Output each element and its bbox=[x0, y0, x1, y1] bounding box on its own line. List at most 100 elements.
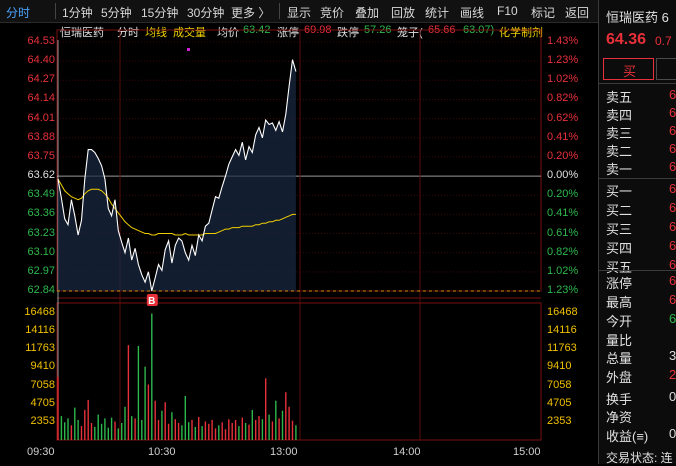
stat-row-label: 换手 bbox=[606, 392, 633, 407]
price-tick-label: 63.88 bbox=[27, 130, 55, 143]
time-tick-label: 13:00 bbox=[270, 446, 298, 458]
buy-marker-badge bbox=[146, 294, 158, 306]
trade-status: 交易状态: 连 bbox=[606, 451, 673, 465]
ask-row-label: 卖五 bbox=[606, 90, 633, 105]
price-tick-label: 63.75 bbox=[27, 149, 55, 162]
ask-row-value: 6 bbox=[669, 105, 676, 120]
percent-tick-label: 1.02% bbox=[547, 264, 579, 277]
percent-tick-label: 1.23% bbox=[547, 284, 579, 296]
bid-row-value: 6 bbox=[669, 257, 676, 272]
tab-5min[interactable]: 5分钟 bbox=[101, 6, 132, 20]
volume-tick-label: 9410 bbox=[30, 360, 55, 373]
price-tick-label: 63.49 bbox=[27, 188, 55, 201]
bid-row-value: 6 bbox=[669, 238, 676, 253]
percent-tick-label: 0.00% bbox=[547, 169, 579, 182]
price-area-fill bbox=[58, 59, 296, 292]
avg-price-line bbox=[57, 178, 296, 236]
percent-tick-label: 0.41% bbox=[547, 207, 579, 220]
price-tick-label: 64.01 bbox=[27, 111, 55, 124]
volume-tick-label: 7058 bbox=[30, 378, 55, 391]
price-tick-label: 64.53 bbox=[27, 35, 55, 47]
price-tick-label: 62.84 bbox=[27, 284, 55, 296]
toolbar-divider bbox=[279, 3, 280, 19]
price-tick-label: 64.40 bbox=[27, 54, 55, 67]
price-tick-label: 64.14 bbox=[27, 92, 55, 105]
bid-row-value: 6 bbox=[669, 181, 676, 196]
percent-tick-label: 0.41% bbox=[547, 130, 579, 143]
percent-tick-label: 0.20% bbox=[547, 188, 579, 201]
toolbar-divider bbox=[55, 3, 56, 19]
bid-row-label: 买一 bbox=[606, 184, 633, 199]
quote-title: 恒瑞医药 6 bbox=[606, 10, 669, 25]
bid-row-value: 6 bbox=[669, 200, 676, 215]
percent-tick-label: 0.62% bbox=[547, 111, 579, 124]
time-tick-label: 10:30 bbox=[148, 446, 176, 458]
tab-intraday[interactable]: 分时 bbox=[6, 6, 31, 20]
percent-tick-label: 1.43% bbox=[547, 35, 579, 47]
volume-tick-label: 11763 bbox=[25, 342, 55, 355]
tab-display[interactable]: 显示 bbox=[287, 6, 312, 20]
ask-row-label: 卖四 bbox=[606, 108, 633, 123]
ask-row-value: 6 bbox=[669, 123, 676, 138]
stat-row-label: 最高 bbox=[606, 295, 633, 310]
intraday-chart[interactable]: B bbox=[0, 0, 598, 464]
divider bbox=[599, 270, 676, 271]
tab-mark[interactable]: 标记 bbox=[531, 6, 556, 20]
ask-row-value: 6 bbox=[669, 159, 676, 174]
volume-tick-label: 7058 bbox=[547, 378, 572, 391]
tab-replay[interactable]: 回放 bbox=[391, 6, 416, 20]
stat-row-label: 涨停 bbox=[606, 276, 633, 291]
divider bbox=[599, 178, 676, 179]
stat-row-label: 收益(≡) bbox=[606, 429, 649, 444]
tab-1min[interactable]: 1分钟 bbox=[62, 6, 93, 20]
price-tick-label: 64.27 bbox=[27, 73, 55, 86]
percent-tick-label: 0.20% bbox=[547, 149, 579, 162]
tab-draw[interactable]: 画线 bbox=[460, 6, 485, 20]
buy-button-label: 买 bbox=[623, 64, 637, 79]
volume-tick-label: 16468 bbox=[24, 306, 55, 318]
time-tick-label: 09:30 bbox=[27, 446, 55, 458]
price-tick-label: 62.97 bbox=[27, 264, 55, 277]
stat-row-value: 0 bbox=[669, 389, 676, 404]
ask-row-value: 6 bbox=[669, 87, 676, 102]
stat-row-value: 6 bbox=[669, 311, 676, 326]
sell-button[interactable] bbox=[656, 58, 676, 80]
tab-f10[interactable]: F10 bbox=[497, 4, 518, 18]
tab-auction[interactable]: 竞价 bbox=[320, 6, 345, 20]
volume-tick-label: 2353 bbox=[30, 414, 55, 427]
price-tick-label: 63.23 bbox=[27, 226, 55, 239]
tab-30min[interactable]: 30分钟 bbox=[187, 6, 225, 20]
price-tick-label: 63.36 bbox=[27, 207, 55, 220]
percent-tick-label: 1.23% bbox=[547, 54, 579, 67]
volume-tick-label: 14116 bbox=[547, 324, 577, 337]
divider bbox=[599, 83, 676, 84]
percent-tick-label: 0.61% bbox=[547, 226, 579, 239]
buy-button[interactable]: 买 bbox=[603, 58, 654, 80]
price-tick-label: 63.62 bbox=[27, 169, 55, 182]
percent-tick-label: 0.82% bbox=[547, 245, 579, 258]
stat-row-value: 20 bbox=[669, 367, 676, 382]
stat-row-label: 今开 bbox=[606, 314, 633, 329]
stat-row-label: 外盘 bbox=[606, 370, 633, 385]
stat-row-label: 净资 bbox=[606, 410, 633, 425]
tab-back[interactable]: 返回 bbox=[565, 6, 590, 20]
time-tick-label: 14:00 bbox=[393, 446, 421, 458]
volume-tick-label: 4705 bbox=[30, 396, 55, 409]
tab-stats[interactable]: 统计 bbox=[425, 6, 450, 20]
volume-tick-label: 16468 bbox=[547, 306, 578, 318]
stat-row-value: 0 bbox=[669, 426, 676, 441]
tab-15min[interactable]: 15分钟 bbox=[141, 6, 179, 20]
top-toolbar: 分时 1分钟 5分钟 15分钟 30分钟 更多 〉 显示 竞价 叠加 回放 统计… bbox=[0, 0, 598, 23]
ask-row-label: 卖一 bbox=[606, 162, 633, 177]
volume-tick-label: 2353 bbox=[547, 414, 572, 427]
bid-row-label: 买二 bbox=[606, 203, 633, 218]
volume-tick-label: 11763 bbox=[547, 342, 577, 355]
time-tick-label: 15:00 bbox=[513, 446, 541, 458]
price-line bbox=[57, 59, 297, 292]
tab-more[interactable]: 更多 〉 bbox=[231, 6, 271, 20]
tab-overlay[interactable]: 叠加 bbox=[355, 6, 380, 20]
volume-tick-label: 4705 bbox=[547, 396, 572, 409]
stat-row-value: 6 bbox=[669, 292, 676, 307]
stat-row-label: 量比 bbox=[606, 333, 633, 348]
ask-row-label: 卖三 bbox=[606, 126, 633, 141]
